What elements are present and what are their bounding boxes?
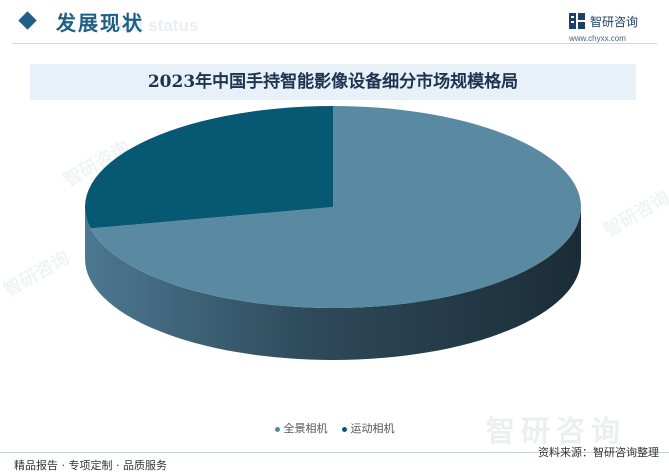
chart-title: 2023年中国手持智能影像设备细分市场规模格局 xyxy=(147,72,519,92)
chart-title-bar: 2023年中国手持智能影像设备细分市场规模格局 xyxy=(30,64,636,100)
legend-marker xyxy=(274,426,280,432)
pie-slice-2 xyxy=(84,106,333,229)
pie-side-wall xyxy=(85,207,581,360)
legend-label: 全景相机 xyxy=(283,422,328,435)
section-title: 发展现状 xyxy=(56,11,144,35)
legend-item: 运动相机 xyxy=(341,420,395,436)
header: ent status 发展现状 智研咨询 www.chyxx.com xyxy=(0,0,669,50)
brand-url: www.chyxx.com xyxy=(569,34,626,43)
pie-chart xyxy=(84,106,581,360)
pie-top xyxy=(84,106,581,309)
pie-side xyxy=(85,207,581,360)
header-divider xyxy=(12,43,657,44)
data-source: 资料来源：智研咨询整理 xyxy=(538,446,659,459)
watermark: 智研咨询 xyxy=(486,414,627,448)
brand: 智研咨询 www.chyxx.com xyxy=(568,12,658,46)
brand-name: 智研咨询 xyxy=(590,15,639,29)
legend-marker xyxy=(341,426,347,432)
legend-label: 运动相机 xyxy=(350,422,395,435)
footer-tagline: 精品报告 · 专项定制 · 品质服务 xyxy=(14,459,167,472)
brand-logo-icon xyxy=(569,13,585,29)
section-subtitle: ent status xyxy=(118,16,199,35)
pie-slice-1 xyxy=(90,106,581,309)
legend-item: 全景相机 xyxy=(274,420,328,436)
diamond-icon xyxy=(18,11,37,30)
legend: 全景相机 运动相机 xyxy=(0,420,669,436)
footer-divider xyxy=(0,452,669,453)
